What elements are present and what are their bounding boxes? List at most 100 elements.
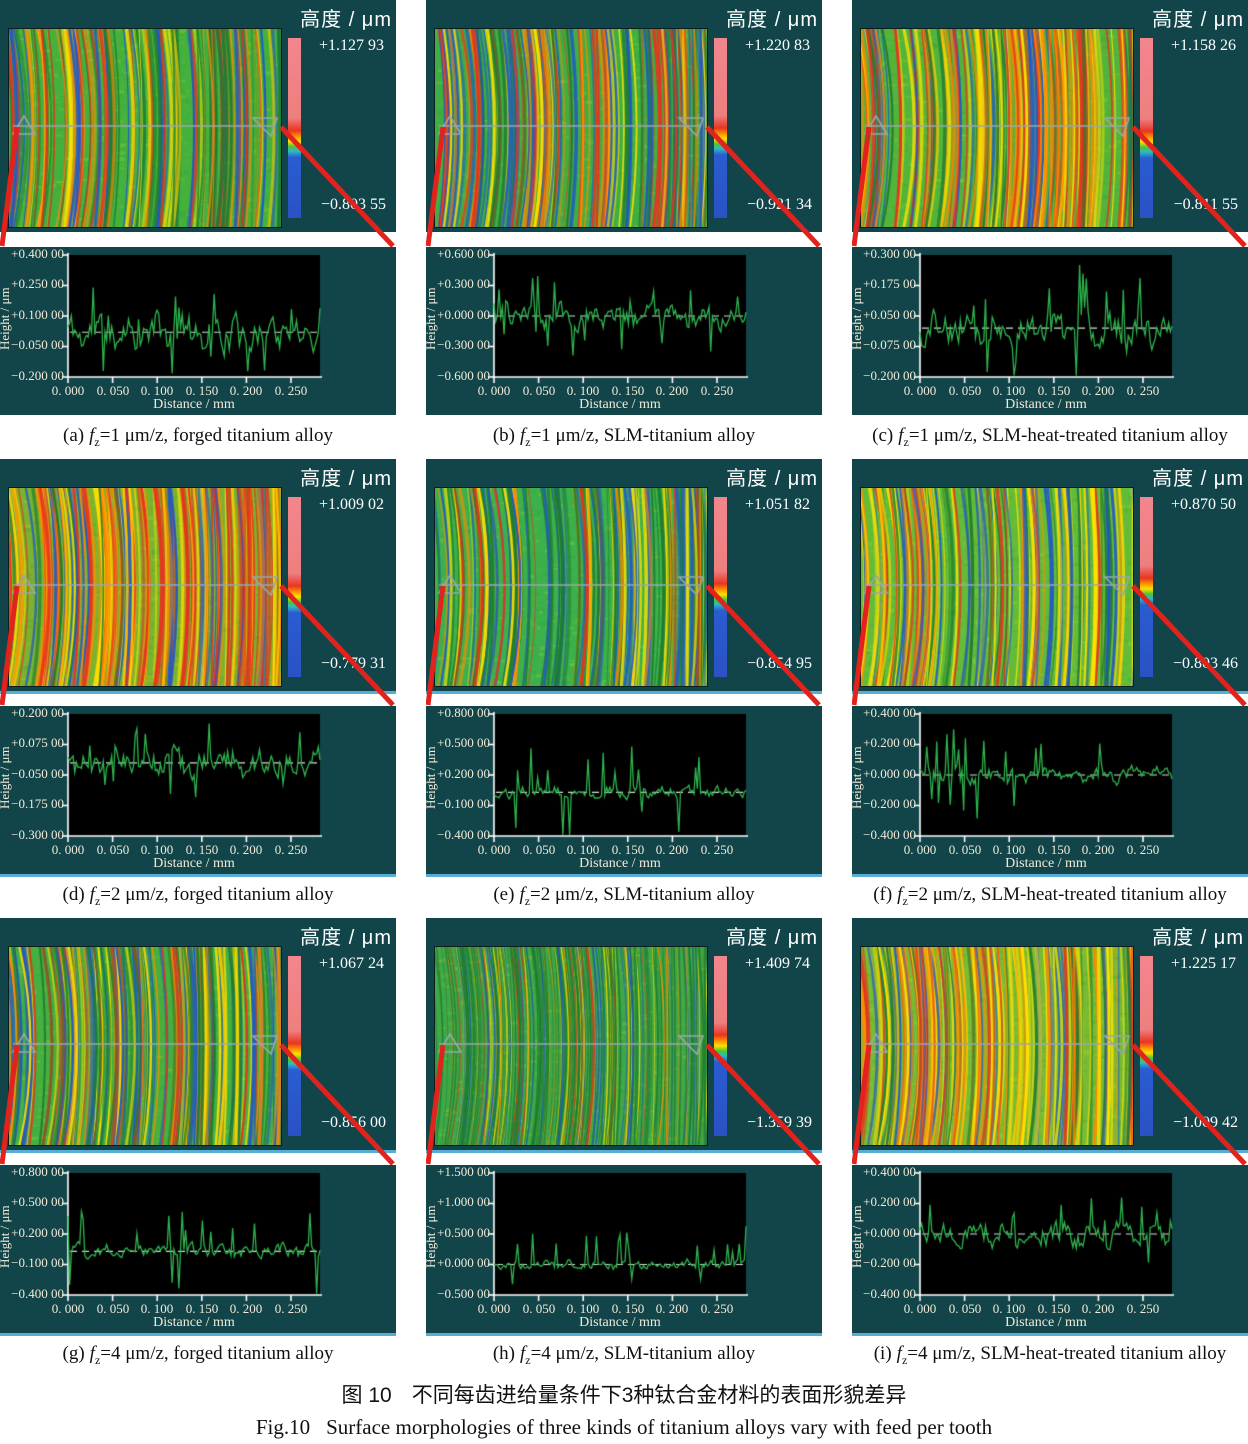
feed-symbol: f (89, 1343, 95, 1364)
x-axis-tick-label: 0. 250 (1126, 842, 1160, 857)
y-axis-tick-label: +0.600 00 (437, 246, 490, 261)
x-axis-tick-label: 0. 250 (700, 1301, 734, 1316)
y-axis-title: Height / μm (423, 287, 438, 351)
panel-caption: (d) fz=2 μm/z, forged titanium alloy (0, 884, 396, 909)
y-axis-tick-label: +0.500 00 (11, 1194, 64, 1209)
panel-caption-index: (i) (873, 1343, 892, 1364)
y-axis-tick-label: −0.400 00 (863, 1286, 916, 1301)
figure-panel-g: 高度 / μm +1.067 24 −0.856 00 +0.800 00 +0… (0, 918, 396, 1377)
x-axis-tick-label: 0. 250 (1126, 383, 1160, 398)
feed-symbol-subscript: z (902, 893, 908, 908)
figure-panel-i: 高度 / μm +1.225 17 −1.009 42 +0.400 00 +0… (849, 918, 1248, 1377)
figure-panel-h: 高度 / μm +1.409 74 −1.359 39 +1.500 00 +1… (423, 918, 822, 1377)
height-colorbar (1140, 956, 1153, 1136)
colorbar-max-label: +1.225 17 (1170, 955, 1236, 972)
height-colorbar (1140, 497, 1153, 677)
y-axis-tick-label: −0.200 00 (863, 1255, 916, 1270)
x-axis-tick-label: 0. 050 (96, 383, 130, 398)
y-axis-tick-label: +1.000 00 (437, 1194, 490, 1209)
feed-symbol: f (519, 884, 525, 905)
height-colorbar (288, 38, 301, 218)
y-axis-tick-label: +0.200 00 (863, 735, 916, 750)
panel-caption-text: =4 μm/z, forged titanium alloy (100, 1343, 334, 1364)
profile-trace-canvas (426, 247, 822, 415)
y-axis-tick-label: +0.300 00 (437, 276, 490, 291)
feed-symbol-subscript: z (94, 893, 101, 908)
y-axis-tick-label: +0.000 00 (863, 1225, 916, 1240)
x-axis-tick-label: 0. 200 (229, 1301, 263, 1316)
x-axis-tick-label: 0. 000 (477, 383, 511, 398)
panel-caption: (g) fz=4 μm/z, forged titanium alloy (0, 1343, 396, 1368)
height-colorbar (714, 38, 727, 218)
y-axis-tick-label: +0.075 00 (11, 735, 64, 750)
panel-caption: (f) fz=2 μm/z, SLM-heat-treated titanium … (852, 884, 1248, 909)
panel-caption-text: =2 μm/z, SLM-heat-treated titanium alloy (907, 884, 1227, 905)
panel-caption-text: =1 μm/z, SLM-heat-treated titanium alloy (908, 425, 1228, 446)
colorbar-min-label: −0.779 31 (320, 655, 386, 672)
x-axis-tick-label: 0. 050 (522, 842, 556, 857)
panel-caption-index: (c) (872, 425, 894, 446)
y-axis-tick-label: +0.400 00 (863, 1164, 916, 1179)
surface-map-image (860, 487, 1134, 687)
profile-trace-canvas (0, 247, 396, 415)
x-axis-tick-label: 0. 250 (274, 842, 308, 857)
surface-morphology-view: 高度 / μm +1.127 93 −0.803 55 (0, 0, 396, 247)
y-axis-tick-label: +1.500 00 (437, 1164, 490, 1179)
panel-caption: (a) fz=1 μm/z, forged titanium alloy (0, 425, 396, 450)
y-axis-tick-label: +0.050 00 (863, 307, 916, 322)
x-axis-tick-label: 0. 100 (992, 383, 1026, 398)
x-axis-tick-label: 0. 000 (903, 1301, 937, 1316)
panel-caption-text: =4 μm/z, SLM-titanium alloy (530, 1343, 756, 1364)
x-axis-tick-label: 0. 150 (185, 383, 219, 398)
figure-row-1: 高度 / μm +1.127 93 −0.803 55 +0.400 00 +0… (0, 0, 1248, 459)
y-axis-tick-label: +0.000 00 (437, 1255, 490, 1270)
y-axis-tick-label: +0.000 00 (437, 307, 490, 322)
surface-map-image (434, 487, 708, 687)
colorbar-min-label: −0.854 95 (746, 655, 812, 672)
feed-symbol-subscript: z (94, 1352, 101, 1367)
x-axis-tick-label: 0. 050 (522, 1301, 556, 1316)
profile-trace-canvas (852, 247, 1248, 415)
x-axis-tick-label: 0. 050 (948, 1301, 982, 1316)
y-axis-tick-label: +0.200 00 (11, 705, 64, 720)
figure-number-zh: 图 10 (341, 1384, 392, 1407)
figure-number-en: Fig.10 (255, 1415, 311, 1439)
x-axis-tick-label: 0. 100 (992, 842, 1026, 857)
roughness-profile-plot: +1.500 00 +1.000 00 +0.500 00 +0.000 00 … (423, 1164, 822, 1333)
x-axis-tick-label: 0. 150 (611, 383, 645, 398)
x-axis-tick-label: 0. 250 (1126, 1301, 1160, 1316)
x-axis-tick-label: 0. 250 (274, 1301, 308, 1316)
colorbar-title: 高度 / μm (1152, 927, 1244, 949)
figure-caption-en-text: Surface morphologies of three kinds of t… (326, 1415, 993, 1439)
x-axis-tick-label: 0. 000 (51, 1301, 85, 1316)
surface-morphology-view: 高度 / μm +1.051 82 −0.854 95 (426, 459, 822, 706)
figure-panel-a: 高度 / μm +1.127 93 −0.803 55 +0.400 00 +0… (0, 0, 396, 459)
x-axis-tick-label: 0. 100 (566, 1301, 600, 1316)
x-axis-tick-label: 0. 250 (700, 383, 734, 398)
roughness-profile-plot: +0.300 00 +0.175 00 +0.050 00 −0.075 00 … (849, 246, 1248, 415)
figure-row-3: 高度 / μm +1.067 24 −0.856 00 +0.800 00 +0… (0, 918, 1248, 1377)
roughness-profile-plot: +0.800 00 +0.500 00 +0.200 00 −0.100 00 … (0, 1164, 396, 1333)
x-axis-tick-label: 0. 200 (229, 383, 263, 398)
figure-caption-chinese: 图 10 不同每齿进给量条件下3种钛合金材料的表面形貌差异 (0, 1379, 1248, 1409)
panel-caption: (b) fz=1 μm/z, SLM-titanium alloy (426, 425, 822, 450)
y-axis-tick-label: +0.175 00 (863, 276, 916, 291)
y-axis-title: Height / μm (0, 1205, 12, 1269)
figure-panel-d: 高度 / μm +1.009 02 −0.779 31 +0.200 00 +0… (0, 459, 396, 918)
y-axis-tick-label: −0.050 00 (11, 766, 64, 781)
x-axis-title: Distance / mm (1005, 856, 1087, 871)
y-axis-tick-label: +0.400 00 (863, 705, 916, 720)
feed-symbol-subscript: z (525, 1352, 531, 1367)
x-axis-tick-label: 0. 000 (903, 383, 937, 398)
y-axis-tick-label: −0.500 00 (437, 1286, 490, 1301)
panel-caption-index: (g) (62, 1343, 85, 1364)
y-axis-tick-label: −0.075 00 (863, 337, 916, 352)
x-axis-tick-label: 0. 200 (655, 1301, 689, 1316)
x-axis-tick-label: 0. 100 (566, 842, 600, 857)
y-axis-tick-label: −0.200 00 (863, 796, 916, 811)
y-axis-tick-label: −0.300 00 (437, 337, 490, 352)
panel-caption-index: (d) (62, 884, 85, 905)
x-axis-tick-label: 0. 100 (566, 383, 600, 398)
surface-morphology-view: 高度 / μm +1.009 02 −0.779 31 (0, 459, 396, 706)
panel-caption-index: (e) (493, 884, 515, 905)
